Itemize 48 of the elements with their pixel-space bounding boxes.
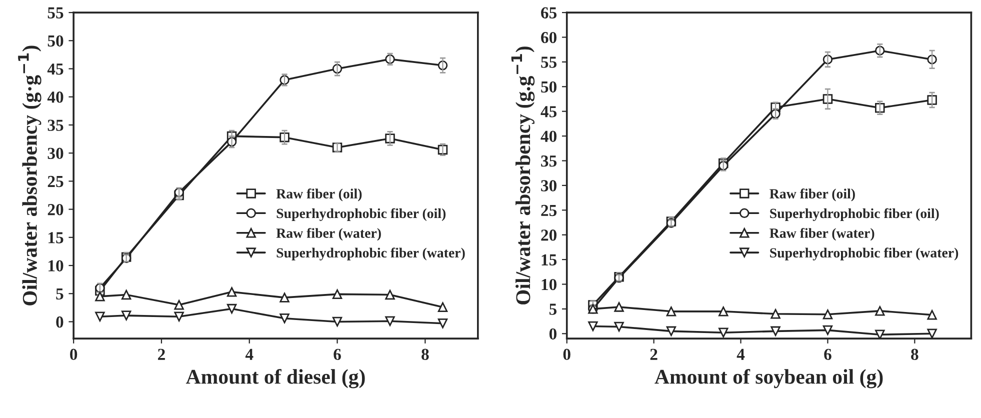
x-tick-label: 2 (650, 348, 658, 360)
y-tick-label: 15 (542, 254, 557, 266)
legend-label: Superhydrophobic fiber (oil) (276, 208, 446, 221)
x-tick-label: 8 (422, 348, 429, 360)
y-tick-label: 30 (541, 180, 556, 192)
y-tick-label: 35 (541, 155, 557, 167)
y-tick-label: 30 (48, 148, 64, 160)
x-axis-title: Amount of soybean oil (g) (654, 368, 883, 388)
y-tick-label: 60 (541, 32, 556, 44)
x-tick-label: 6 (334, 348, 341, 360)
y-tick-label: 50 (541, 81, 556, 93)
y-tick-label: 35 (48, 120, 64, 131)
legend-label: Raw fiber (oil) (770, 188, 855, 202)
x-axis-title: Amount of diesel (g) (186, 368, 365, 388)
y-tick-label: 10 (542, 278, 556, 290)
x-tick-label: 8 (911, 348, 918, 360)
y-tick-label: 25 (48, 176, 64, 188)
y-tick-label: 40 (540, 130, 556, 142)
y-tick-label: 20 (541, 230, 556, 241)
x-tick-label: 4 (245, 348, 254, 360)
y-tick-label: 20 (48, 204, 64, 216)
y-tick-label: 40 (47, 92, 64, 103)
x-tick-label: 4 (736, 348, 745, 360)
y-tick-label: 65 (541, 7, 557, 18)
legend-label: Raw fiber (oil) (276, 188, 362, 202)
x-tick-label: 2 (158, 348, 165, 360)
y-tick-label: 25 (541, 204, 557, 216)
x-tick-label: 6 (824, 348, 832, 360)
x-tick-label: 0 (563, 348, 570, 360)
y-tick-label: 0 (56, 316, 64, 328)
y-tick-label: 55 (541, 56, 557, 68)
legend-label: Superhydrophobic fiber (water) (276, 248, 465, 260)
y-tick-label: 10 (48, 260, 64, 272)
y-tick-label: 45 (47, 64, 64, 75)
y-tick-label: 5 (56, 288, 64, 300)
legend-label: Raw fiber (water) (276, 228, 381, 241)
y-tick-label: 5 (549, 304, 557, 315)
y-tick-label: 15 (48, 232, 64, 244)
legend-label: Raw fiber (water) (770, 228, 874, 241)
y-tick-label: 45 (540, 106, 557, 118)
y-axis-title: Oil/water absorbency (g.g$^{−1}$) (511, 46, 535, 304)
x-tick-label: 0 (70, 348, 78, 360)
legend-label: Superhydrophobic fiber (oil) (770, 208, 939, 221)
y-axis-title: Oil/water absorbency (g·g$^{−1}$) (18, 46, 42, 306)
legend-label: Superhydrophobic fiber (water) (770, 248, 958, 260)
y-tick-label: 55 (48, 7, 64, 18)
y-tick-label: 0 (549, 328, 556, 340)
y-tick-label: 50 (48, 35, 64, 47)
